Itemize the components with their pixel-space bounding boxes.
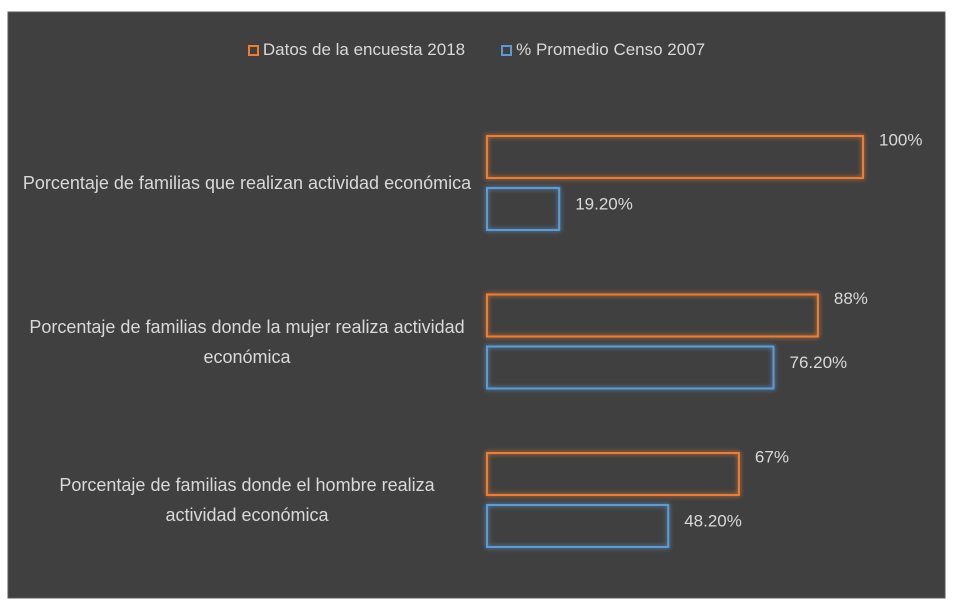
legend-label: % Promedio Censo 2007: [516, 40, 706, 59]
bar: [486, 504, 670, 548]
legend-swatch: [247, 44, 259, 56]
legend-item: % Promedio Censo 2007: [501, 40, 705, 60]
legend-item: Datos de la encuesta 2018: [247, 40, 466, 60]
legend-swatch: [501, 44, 513, 56]
bar: [486, 293, 819, 338]
category-label: Porcentaje de familias donde el hombre r…: [59, 475, 435, 525]
value-label: 88%: [834, 289, 868, 308]
category-label: Porcentaje de familias que realizan acti…: [22, 173, 472, 193]
value-label: 48.20%: [684, 511, 742, 530]
legend-label: Datos de la encuesta 2018: [262, 40, 466, 59]
legend: Datos de la encuesta 2018 % Promedio Cens…: [8, 40, 945, 60]
value-label: 19.20%: [575, 194, 633, 213]
plot-background: [7, 11, 946, 599]
bar: [486, 345, 775, 390]
category-label: Porcentaje de familias donde la mujer re…: [29, 316, 465, 367]
value-label: 76.20%: [790, 353, 848, 372]
value-label: 67%: [755, 447, 789, 466]
bar: [486, 187, 561, 231]
bar: [486, 135, 864, 179]
value-label: 100%: [879, 130, 922, 149]
bar: [486, 452, 740, 496]
